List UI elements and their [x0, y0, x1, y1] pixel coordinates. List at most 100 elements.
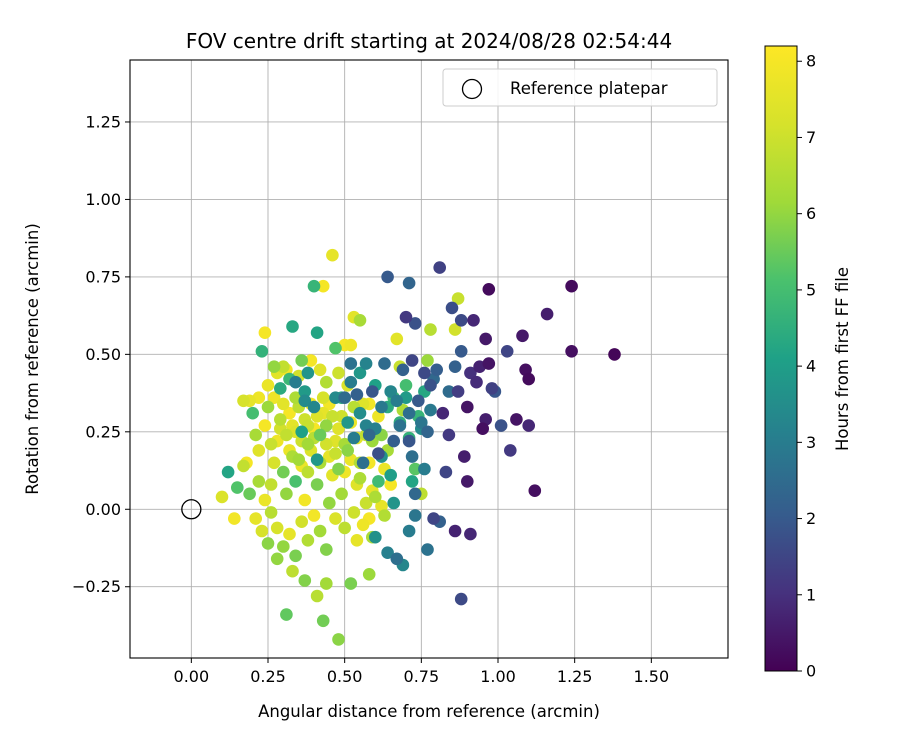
- data-point: [237, 394, 250, 408]
- data-point: [249, 512, 262, 525]
- colorbar-tick-label: 0: [806, 662, 816, 681]
- data-point: [221, 465, 235, 479]
- data-point: [261, 400, 275, 414]
- x-tick-label: 1.00: [480, 667, 516, 686]
- data-point: [277, 397, 290, 411]
- data-point: [295, 425, 309, 439]
- data-point: [228, 512, 241, 525]
- data-point: [359, 357, 373, 370]
- data-point: [402, 276, 416, 290]
- data-point: [454, 592, 468, 606]
- data-point: [289, 375, 302, 389]
- colorbar-tick-label: 7: [806, 128, 816, 147]
- data-point: [378, 509, 391, 522]
- legend-marker-icon: [461, 78, 483, 100]
- data-point: [270, 552, 284, 566]
- data-point: [252, 444, 266, 457]
- data-point: [332, 633, 345, 646]
- data-point: [427, 512, 440, 525]
- data-point: [347, 506, 361, 519]
- data-point: [310, 478, 324, 491]
- data-point: [353, 314, 367, 327]
- data-point: [283, 527, 296, 541]
- data-point: [393, 419, 407, 432]
- data-point: [350, 388, 364, 401]
- data-point: [504, 444, 517, 457]
- data-point: [421, 425, 434, 439]
- data-point: [372, 475, 385, 488]
- data-point: [384, 468, 398, 482]
- data-point: [402, 434, 416, 448]
- colorbar-tick-label: 4: [806, 357, 816, 376]
- data-point: [464, 527, 477, 541]
- data-point: [307, 400, 321, 414]
- data-point: [344, 357, 358, 370]
- x-tick-label: 0.25: [250, 667, 286, 686]
- data-point: [424, 379, 437, 392]
- data-point: [310, 453, 324, 467]
- data-point: [286, 564, 299, 578]
- data-point: [280, 608, 293, 621]
- data-point: [366, 385, 379, 398]
- data-point: [522, 372, 535, 386]
- data-point: [329, 447, 342, 460]
- x-tick-label: 0.50: [327, 667, 363, 686]
- data-point: [448, 323, 462, 336]
- data-point: [332, 462, 345, 476]
- data-point: [424, 323, 437, 336]
- data-point: [286, 320, 299, 333]
- data-point: [316, 391, 330, 405]
- data-point: [433, 261, 447, 274]
- data-point: [277, 465, 290, 479]
- data-point: [500, 345, 514, 358]
- data-point: [476, 422, 490, 436]
- data-point: [329, 341, 342, 355]
- data-point: [246, 406, 259, 420]
- data-point: [310, 589, 324, 603]
- y-tick-label: 0.75: [85, 267, 121, 286]
- data-point: [320, 437, 333, 451]
- x-axis-ticks: 0.00 0.25 0.50 0.75 1.00 1.25 1.50: [174, 658, 669, 686]
- colorbar-tick-label: 3: [806, 433, 816, 452]
- data-point: [494, 419, 508, 432]
- data-point: [329, 391, 342, 405]
- data-point: [412, 394, 425, 408]
- data-point: [295, 515, 309, 528]
- colorbar-tick-label: 6: [806, 204, 816, 223]
- data-point: [372, 447, 385, 460]
- data-point: [249, 428, 262, 442]
- data-point: [320, 577, 333, 590]
- data-point: [283, 406, 296, 420]
- data-point: [464, 366, 477, 380]
- data-point: [258, 326, 272, 340]
- colorbar-tick-label: 5: [806, 280, 816, 299]
- data-point: [344, 577, 358, 590]
- data-point: [320, 375, 333, 389]
- data-point: [405, 475, 419, 488]
- data-point: [267, 360, 281, 374]
- legend: Reference platepar: [442, 68, 718, 107]
- data-point: [442, 428, 456, 442]
- data-point: [418, 462, 431, 476]
- data-point: [540, 307, 554, 321]
- data-point: [289, 475, 302, 488]
- data-point: [258, 419, 272, 432]
- data-point: [402, 524, 416, 538]
- data-point: [347, 431, 361, 445]
- data-point: [255, 524, 269, 538]
- data-point: [335, 487, 348, 501]
- data-point: [378, 357, 391, 370]
- data-point: [301, 366, 315, 380]
- data-point: [448, 360, 462, 374]
- data-point: [415, 416, 428, 429]
- data-point: [350, 534, 364, 547]
- data-point: [522, 419, 535, 432]
- data-point: [390, 332, 404, 346]
- data-point: [608, 348, 621, 361]
- data-point: [408, 509, 422, 522]
- data-point: [430, 363, 444, 377]
- data-point: [307, 509, 321, 522]
- colorbar-gradient: [764, 45, 798, 672]
- data-point: [267, 391, 281, 405]
